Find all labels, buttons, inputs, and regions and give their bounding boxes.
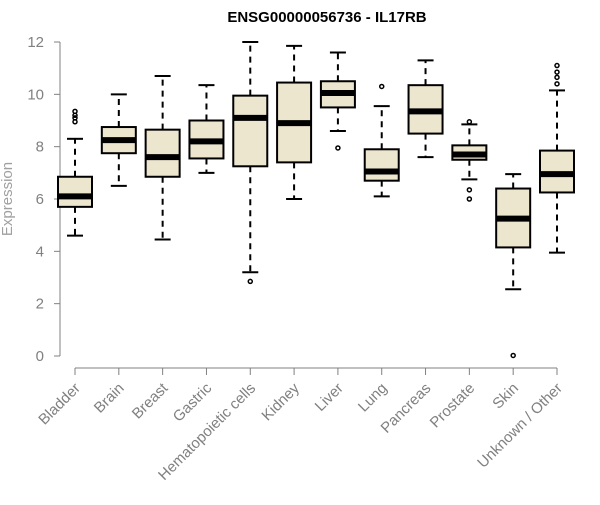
outlier-point: [554, 81, 560, 87]
box-iqr: [363, 148, 400, 182]
x-tick-label: Bladder: [35, 380, 84, 429]
y-tick-label: 12: [27, 34, 44, 51]
box-lung: [363, 83, 400, 198]
box-pancreas: [407, 59, 444, 159]
y-tick-label: 2: [36, 296, 44, 313]
x-tick-label: Liver: [312, 380, 347, 415]
x-tick-label: Breast: [129, 379, 172, 422]
box-unknown-other: [539, 62, 575, 254]
box-skin: [495, 173, 532, 359]
box-bladder: [57, 108, 93, 237]
box-gastric: [188, 84, 225, 174]
x-tick-label: Lung: [355, 380, 391, 416]
box-kidney: [276, 44, 313, 200]
box-series: [57, 41, 575, 359]
outlier-point: [466, 187, 473, 193]
x-tick-label: Prostate: [427, 380, 479, 432]
y-axis-label: Expression: [0, 162, 16, 236]
outlier-point: [554, 62, 560, 69]
outlier-point: [466, 196, 473, 202]
outlier-point: [72, 108, 78, 115]
box-iqr: [57, 175, 93, 208]
y-tick-label: 0: [36, 348, 44, 365]
outlier-point: [72, 115, 78, 121]
x-tick-label: Skin: [489, 380, 522, 413]
box-breast: [144, 75, 181, 241]
x-tick-label: Brain: [91, 380, 128, 417]
box-prostate: [451, 119, 488, 202]
outlier-point: [247, 278, 254, 285]
box-hematopoietic-cells: [232, 41, 269, 285]
outlier-point: [510, 352, 516, 359]
box-iqr: [144, 128, 181, 178]
box-liver: [319, 51, 356, 151]
box-iqr: [232, 94, 269, 168]
chart-title: ENSG00000056736 - IL17RB: [227, 9, 426, 26]
outlier-point: [378, 83, 385, 90]
x-tick-label: Kidney: [258, 379, 303, 424]
outlier-point: [335, 145, 341, 151]
outlier-point: [466, 119, 473, 125]
outlier-point: [554, 69, 560, 75]
box-brain: [100, 93, 137, 187]
outlier-point: [554, 74, 560, 81]
y-tick-label: 10: [27, 86, 44, 103]
y-axis: 0 2 4 6 8 10 12: [27, 34, 61, 365]
y-tick-label: 8: [36, 139, 44, 156]
y-tick-label: 4: [36, 243, 44, 260]
y-tick-label: 6: [36, 191, 44, 208]
